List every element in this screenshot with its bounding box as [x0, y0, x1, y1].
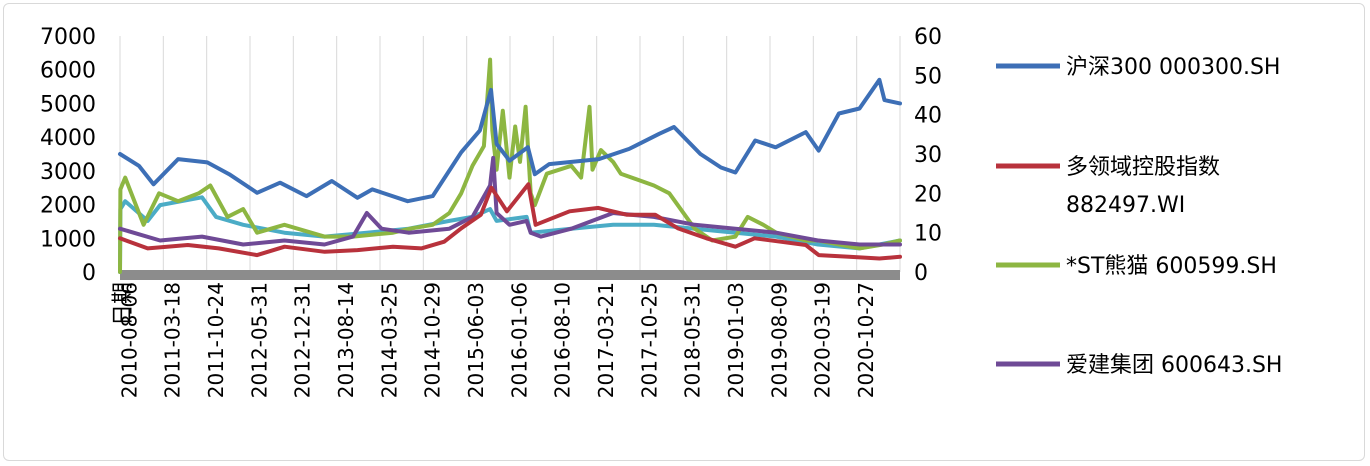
- legend-entry: *ST熊猫 600599.SH: [996, 254, 1277, 279]
- y-left-tick-label: 2000: [40, 194, 96, 219]
- x-tick-label: 2014-03-25: [377, 282, 401, 398]
- left-y-axis: 0 1000 2000 3000 4000 5000 6000 7000: [40, 25, 96, 286]
- legend-label: *ST熊猫 600599.SH: [1066, 254, 1277, 279]
- x-tick-label: 2011-10-24: [204, 282, 228, 398]
- legend: 沪深300 000300.SH 多领域控股指数 882497.WI *ST熊猫 600…: [996, 55, 1282, 378]
- y-right-tick-label: 60: [914, 25, 942, 50]
- legend-label: 沪深300 000300.SH: [1066, 55, 1280, 80]
- x-tick-label: 2010-08-06: [117, 282, 141, 398]
- legend-label: 多领域控股指数 882497.WI: [1066, 155, 1220, 218]
- x-tick-label: 2016-08-10: [551, 282, 575, 398]
- y-left-tick-label: 1000: [40, 227, 96, 252]
- x-tick-label: 2020-03-19: [811, 282, 835, 398]
- y-right-tick-label: 20: [914, 182, 942, 207]
- right-y-axis: 0 10 20 30 40 50 60: [914, 25, 942, 286]
- x-tick-label: 2017-03-21: [594, 282, 618, 398]
- series-line-2: [118, 57, 902, 274]
- x-tick-label: 2017-10-25: [637, 282, 661, 398]
- legend-label: 爱建集团 600643.SH: [1066, 353, 1282, 378]
- x-tick-label: 2020-10-27: [854, 282, 878, 398]
- series-line-0: [118, 77, 902, 204]
- series-layer: [118, 57, 902, 274]
- legend-entry: 多领域控股指数 882497.WI: [996, 155, 1220, 218]
- x-tick-label: 2012-05-31: [247, 282, 271, 398]
- x-tick-label: 2011-03-18: [161, 282, 185, 398]
- y-right-tick-label: 10: [914, 222, 942, 247]
- x-tick-label: 2019-01-03: [724, 282, 748, 398]
- y-left-tick-label: 5000: [40, 92, 96, 117]
- x-tick-label: 2019-08-09: [767, 282, 791, 398]
- x-axis-baseline-band: [120, 270, 900, 280]
- y-left-tick-label: 6000: [40, 59, 96, 84]
- x-tick-label: 2012-12-31: [291, 282, 315, 398]
- x-tick-label: 2014-10-29: [421, 282, 445, 398]
- y-left-tick-label: 4000: [40, 126, 96, 151]
- y-right-tick-label: 40: [914, 104, 942, 129]
- x-tick-label: 2015-06-03: [464, 282, 488, 398]
- series-line-1: [118, 182, 902, 261]
- y-left-tick-label: 7000: [40, 25, 96, 50]
- y-right-tick-label: 50: [914, 64, 942, 89]
- y-right-tick-label: 0: [914, 261, 928, 286]
- x-tick-label: 2016-01-06: [507, 282, 531, 398]
- y-left-tick-label: 0: [82, 261, 96, 286]
- y-left-tick-label: 3000: [40, 160, 96, 185]
- legend-entry: 爱建集团 600643.SH: [996, 353, 1282, 378]
- x-tick-label: 2013-08-14: [334, 282, 358, 398]
- x-tick-label: 2018-05-31: [681, 282, 705, 398]
- x-axis-title: 日期: [111, 282, 136, 326]
- legend-entry: 沪深300 000300.SH: [996, 55, 1280, 80]
- y-right-tick-label: 30: [914, 143, 942, 168]
- series-line-3: [118, 155, 902, 247]
